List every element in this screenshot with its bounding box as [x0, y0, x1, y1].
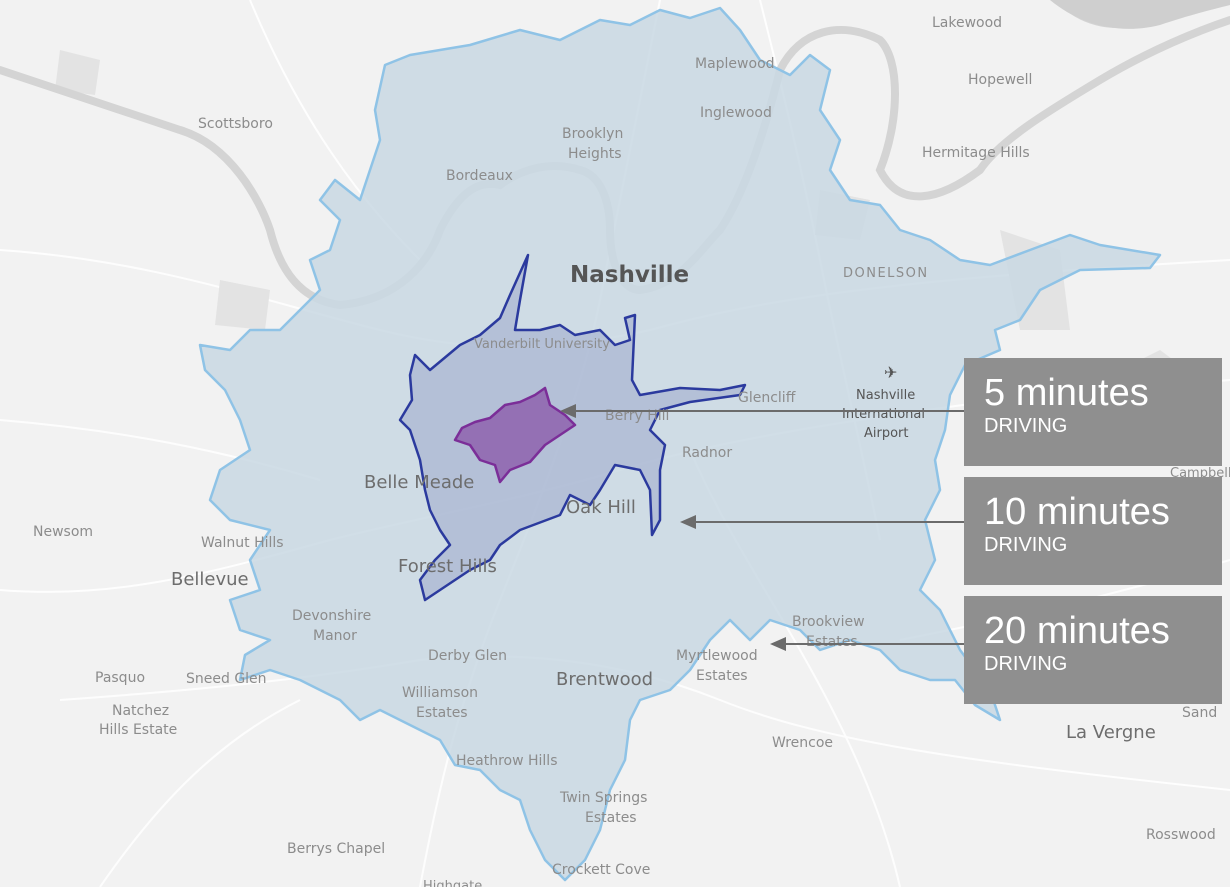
label-brookview-2: Estates [806, 634, 858, 650]
label-brooklyn-heights-2: Heights [568, 146, 622, 162]
label-natchez-2: Hills Estate [99, 722, 177, 738]
label-oak-hill: Oak Hill [566, 497, 636, 518]
label-rosswood: Rosswood [1146, 827, 1216, 843]
place-labels: Nashville Lakewood Hopewell Maplewood In… [33, 15, 1230, 887]
label-radnor: Radnor [682, 445, 732, 461]
label-myrtlewood-1: Myrtlewood [676, 648, 758, 664]
label-walnut-hills: Walnut Hills [201, 535, 284, 551]
legend-10-min: 10 minutes DRIVING [964, 477, 1222, 585]
label-twin-springs-1: Twin Springs [559, 790, 647, 806]
legend-5-min-duration: 5 minutes [984, 372, 1149, 414]
label-myrtlewood-2: Estates [696, 668, 748, 684]
label-newsom: Newsom [33, 524, 93, 540]
label-williamson-1: Williamson [402, 685, 478, 701]
arrow-head-5-min [560, 404, 576, 418]
label-devonshire-2: Manor [313, 628, 357, 644]
legend-10-min-mode: DRIVING [984, 534, 1068, 556]
label-heathrow-hills: Heathrow Hills [456, 753, 558, 769]
label-donelson: DONELSON [843, 266, 929, 281]
label-natchez-1: Natchez [112, 703, 169, 719]
label-hopewell: Hopewell [968, 72, 1032, 88]
label-scottsboro: Scottsboro [198, 116, 273, 132]
label-sneed-glen: Sneed Glen [186, 671, 267, 687]
legend-20-min-mode: DRIVING [984, 653, 1068, 675]
label-sand: Sand [1182, 705, 1217, 721]
label-williamson-2: Estates [416, 705, 468, 721]
label-belle-meade: Belle Meade [364, 472, 474, 493]
legend-5-min-mode: DRIVING [984, 415, 1068, 437]
legend-10-min-duration: 10 minutes [984, 491, 1170, 533]
label-lakewood: Lakewood [932, 15, 1002, 31]
legend-20-min: 20 minutes DRIVING [964, 596, 1222, 704]
label-pasquo: Pasquo [95, 670, 145, 686]
label-airport-1: Nashville [856, 388, 915, 403]
label-la-vergne: La Vergne [1066, 722, 1156, 743]
label-highgate: Highgate [423, 879, 482, 887]
label-bellevue: Bellevue [171, 569, 249, 590]
arrow-head-10-min [680, 515, 696, 529]
label-airport-2: International [842, 407, 925, 422]
isochrone-20-min [198, 6, 1162, 882]
label-devonshire-1: Devonshire [292, 608, 371, 624]
label-bordeaux: Bordeaux [446, 168, 513, 184]
isochrone-5-min [453, 386, 577, 484]
legend-5-min: 5 minutes DRIVING [964, 358, 1222, 466]
label-vanderbilt: Vanderbilt University [474, 337, 610, 352]
label-brookview-1: Brookview [792, 614, 865, 630]
label-wrencoe: Wrencoe [772, 735, 833, 751]
label-crockett-cove: Crockett Cove [552, 862, 650, 878]
arrow-head-20-min [770, 637, 786, 651]
label-brooklyn-heights-1: Brooklyn [562, 126, 623, 142]
label-inglewood: Inglewood [700, 105, 772, 121]
label-maplewood: Maplewood [695, 56, 775, 72]
label-hermitage-hills: Hermitage Hills [922, 145, 1030, 161]
label-forest-hills: Forest Hills [398, 556, 497, 577]
callout-arrows [560, 404, 964, 651]
label-berrys-chapel: Berrys Chapel [287, 841, 385, 857]
label-twin-springs-2: Estates [585, 810, 637, 826]
airplane-icon: ✈ [884, 363, 897, 382]
label-derby-glen: Derby Glen [428, 648, 507, 664]
label-glencliff: Glencliff [738, 390, 796, 406]
legend-20-min-duration: 20 minutes [984, 610, 1170, 652]
label-brentwood: Brentwood [556, 669, 653, 690]
label-airport-3: Airport [864, 426, 909, 441]
label-nashville: Nashville [570, 262, 689, 288]
percy-priest-lake [1050, 0, 1230, 29]
